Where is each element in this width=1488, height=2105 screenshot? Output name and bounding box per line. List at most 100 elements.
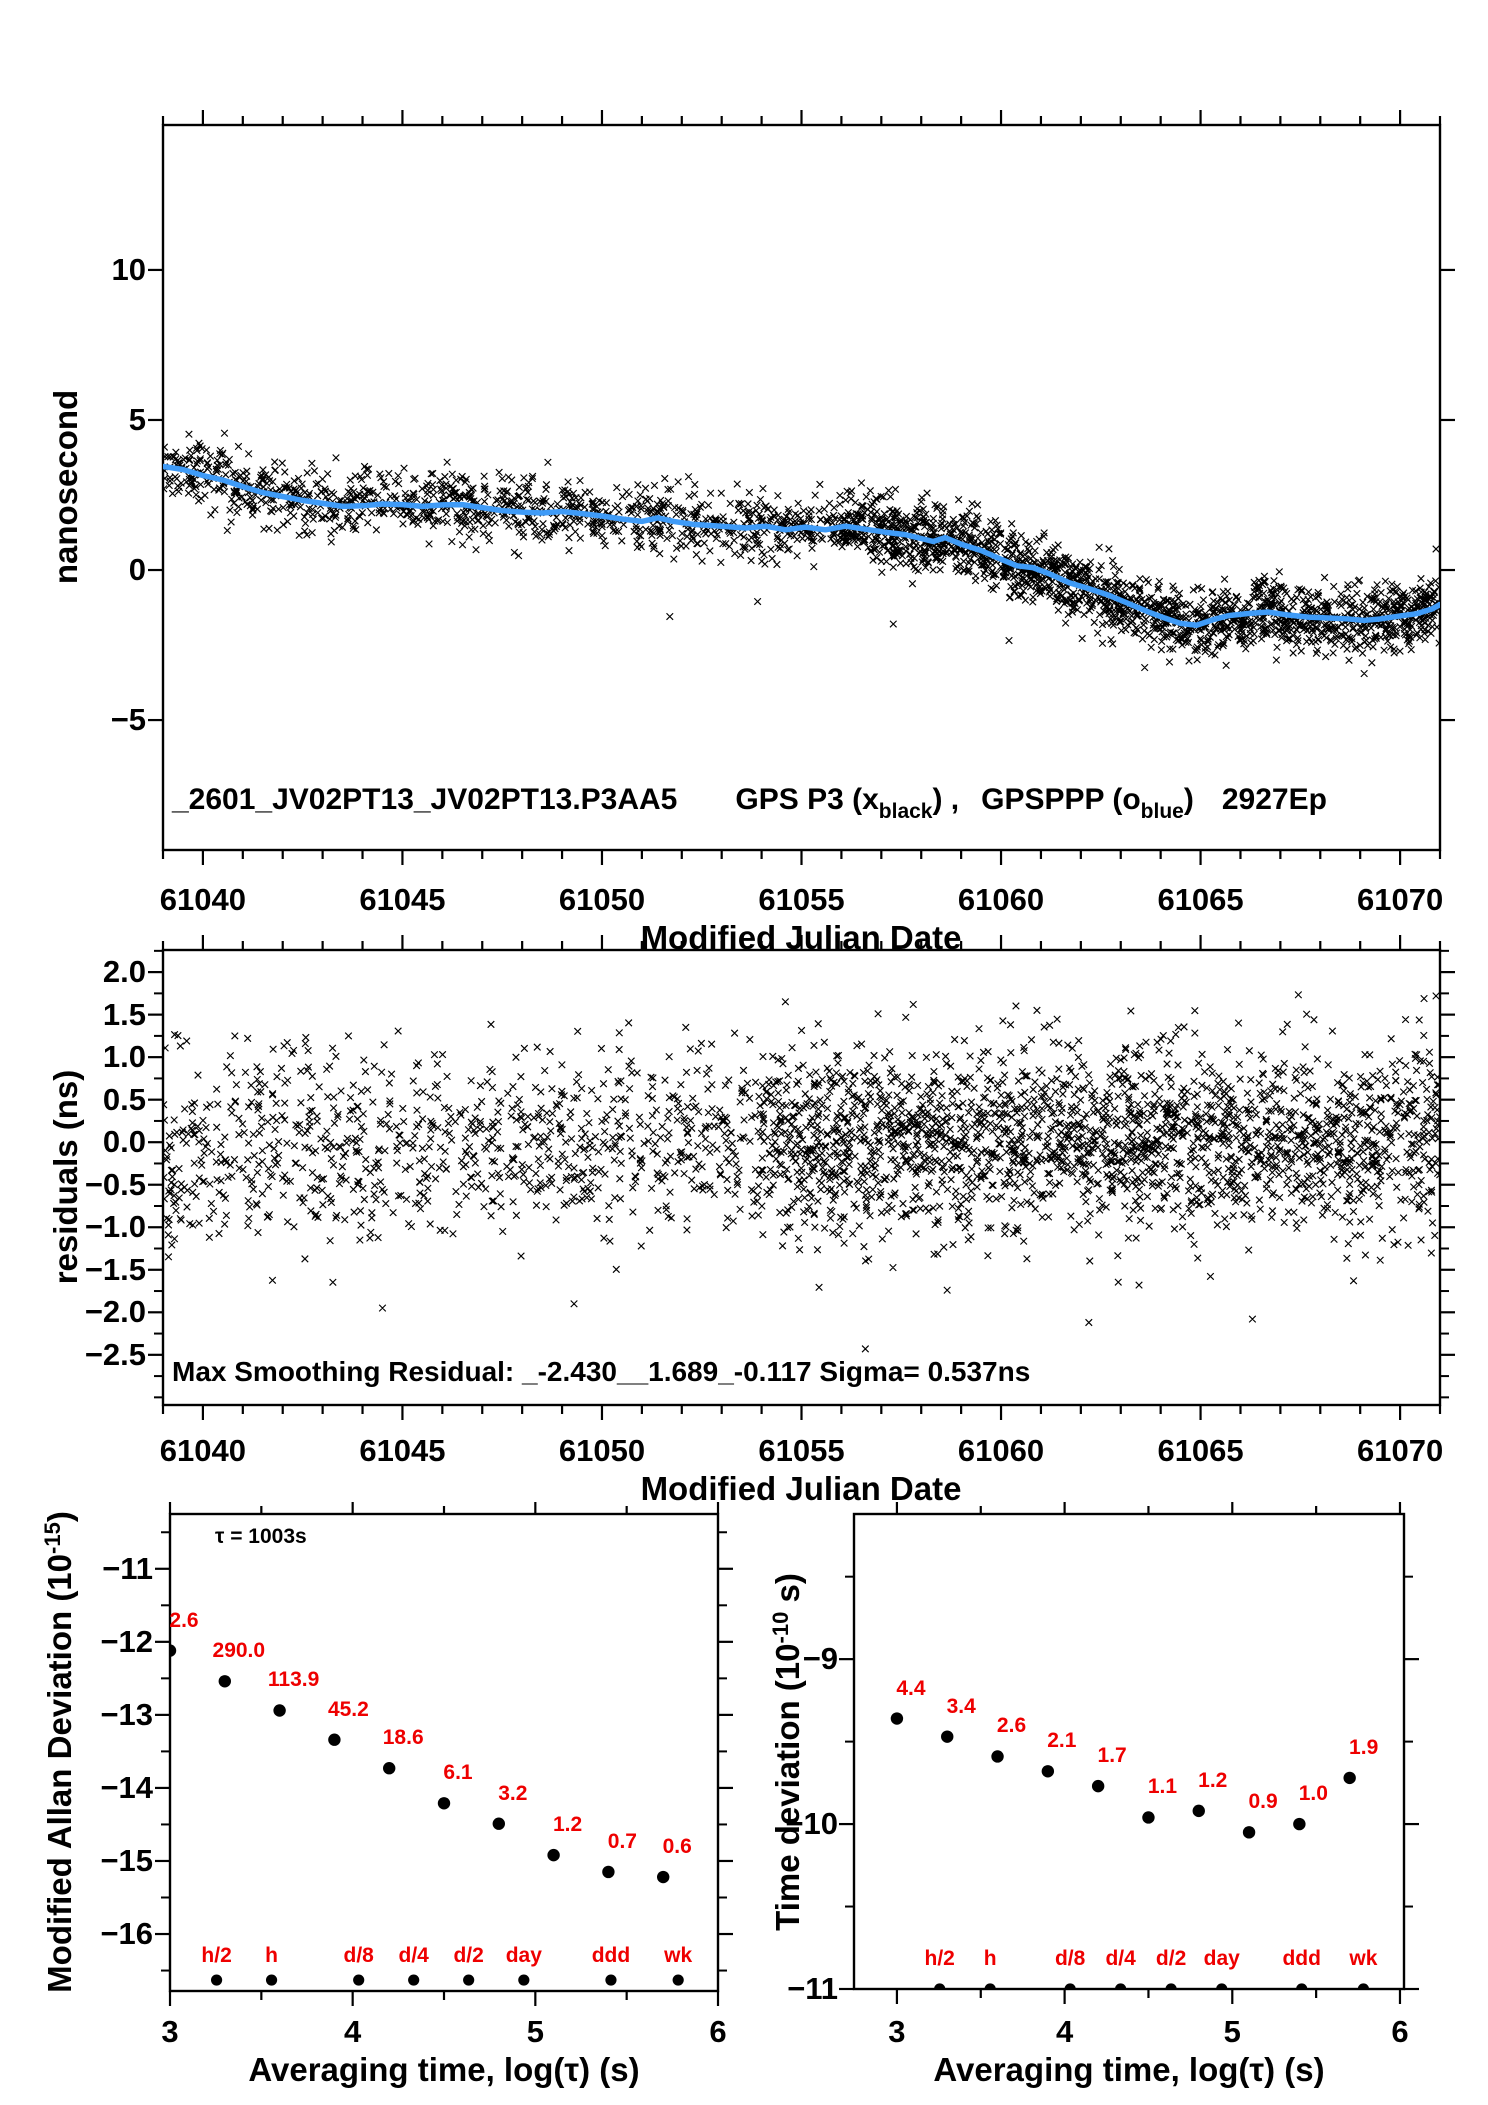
panel2-y-tick-label: −0.5 <box>84 1166 146 1202</box>
panel1-x-tick-label: 61065 <box>1157 882 1244 917</box>
panel3-y-title-exponent: -15 <box>40 1522 65 1554</box>
panel1-y-tick-label: 5 <box>128 401 146 437</box>
panel4-y-tick-label: −11 <box>787 1971 838 2006</box>
panel4-y-tick-label: −10 <box>785 1806 838 1842</box>
panel3-y-title-prefix: Modified Allan Deviation (10 <box>41 1553 78 1993</box>
caption-series2-close: ) <box>1183 783 1194 816</box>
panel4-tau-scale-label: wk <box>1349 1947 1378 1971</box>
panel4-point-value-label: 1.7 <box>1097 1744 1127 1768</box>
panel3-tau-scale-label: h/2 <box>201 1943 232 1967</box>
panel3-point-value-label: 0.7 <box>607 1829 637 1853</box>
panel3-x-axis-title: Averaging time, log(τ) (s) <box>248 2051 640 2088</box>
panel1-x-tick-label: 61055 <box>758 882 845 917</box>
panel4-point-value-label: 1.2 <box>1198 1768 1228 1792</box>
panel3-y-tick-label: −16 <box>100 1916 153 1952</box>
caption-series1-subscript: black <box>878 800 933 823</box>
panel3-tau-annotation: τ = 1003s <box>215 1525 307 1548</box>
panel3-y-tick-label: −14 <box>100 1769 153 1805</box>
panel4-tau-scale-label: d/8 <box>1054 1947 1086 1971</box>
panel3-tau-scale-label: wk <box>664 1943 693 1967</box>
panel3-point-value-label: 1.2 <box>552 1813 583 1837</box>
panel2-x-tick-label: 61055 <box>758 1433 845 1468</box>
panel4-point-value-label: 4.4 <box>896 1676 926 1700</box>
caption-epochs: 2927Ep <box>1221 783 1327 816</box>
panel3-point-value-label: 290.0 <box>212 1639 266 1663</box>
panel3-point-value-label: 18.6 <box>382 1726 424 1750</box>
caption-series2-subscript: blue <box>1140 800 1184 823</box>
panel4-x-tick-label: 3 <box>888 2014 906 2049</box>
caption-series1-prefix: GPS P3 (x <box>735 783 879 816</box>
panel4-tau-scale-label: d/2 <box>1155 1947 1187 1971</box>
panel1-y-tick-label: −5 <box>110 702 146 738</box>
caption-series1-mid: ) , <box>932 783 960 816</box>
panel4-y-title-prefix: Time deviation (10 <box>769 1643 806 1931</box>
panel3-y-tick-label: −11 <box>102 1550 153 1586</box>
panel3-tau-scale-label: ddd <box>591 1943 631 1967</box>
panel3-point-value-label: 0.6 <box>662 1835 692 1859</box>
panel4-tau-scale-label: d/4 <box>1105 1947 1136 1971</box>
panel2-y-tick-label: −1.5 <box>84 1251 146 1287</box>
panel2-x-tick-label: 61070 <box>1356 1433 1444 1468</box>
panel2-x-tick-label: 61040 <box>159 1433 247 1468</box>
panel4-tau-scale-label: h <box>983 1947 997 1971</box>
panel3-point-value-label: 3.2 <box>498 1781 528 1805</box>
panel2-y-tick-label: 0.5 <box>102 1081 146 1117</box>
panel2-y-tick-label: 0.0 <box>102 1124 146 1160</box>
panel3-point-value-label: 113.9 <box>267 1668 320 1692</box>
panel4-point-value-label: 1.9 <box>1349 1735 1379 1759</box>
panel3-x-tick-label: 6 <box>709 2014 727 2049</box>
panel3-point-value-label: 6.1 <box>443 1761 473 1785</box>
panel4-y-tick-label: −9 <box>802 1641 838 1677</box>
panel4-point-value-label: 2.1 <box>1047 1729 1077 1753</box>
panel4-tau-scale-label: day <box>1203 1947 1240 1971</box>
panel3-x-tick-label: 4 <box>344 2014 362 2049</box>
panel3-tau-scale-label: d/4 <box>398 1943 429 1967</box>
panel3-tau-scale-label: d/8 <box>343 1943 374 1967</box>
panel2-y-tick-label: 1.5 <box>102 996 146 1032</box>
panel3-point-value-label: 2.6 <box>169 1608 199 1632</box>
panel1-y-tick-label: 0 <box>128 552 146 588</box>
panel3-tau-scale-label: d/2 <box>453 1943 484 1967</box>
panel3-tau-scale-label: day <box>505 1943 542 1967</box>
panel2-x-tick-label: 61060 <box>957 1433 1045 1468</box>
panel2-x-tick-label: 61050 <box>558 1433 646 1468</box>
caption-series2-prefix: GPSPPP (o <box>981 783 1141 816</box>
panel1-y-axis-title: nanosecond <box>47 389 84 585</box>
panel1-x-tick-label: 61045 <box>359 882 446 917</box>
panel4-y-title-suffix: s) <box>769 1573 806 1612</box>
panel3-y-tick-label: −12 <box>100 1623 153 1659</box>
caption-dataset-id: _2601_JV02PT13_JV02PT13.P3AA5 <box>172 783 678 816</box>
panel4-x-tick-label: 4 <box>1055 2014 1074 2049</box>
panel1-x-tick-label: 61040 <box>159 882 247 917</box>
panel3-x-tick-label: 5 <box>526 2014 544 2049</box>
panel4-y-title-exponent: -10 <box>768 1611 793 1644</box>
panel1-x-axis-title: Modified Julian Date <box>640 919 962 956</box>
panel1-x-tick-label: 61070 <box>1356 882 1444 917</box>
panel2-x-axis-title: Modified Julian Date <box>640 1470 962 1507</box>
panel2-x-tick-label: 61045 <box>359 1433 446 1468</box>
panel3-y-axis-title: Modified Allan Deviation (10-15) <box>40 1511 79 1993</box>
panel2-y-tick-label: 2.0 <box>102 954 146 990</box>
panel4-y-axis-title: Time deviation (10-10 s) <box>768 1573 807 1931</box>
panel4-point-value-label: 1.0 <box>1298 1782 1328 1806</box>
panel4-x-tick-label: 6 <box>1391 2014 1409 2049</box>
panel3-point-value-label: 45.2 <box>327 1697 369 1721</box>
panel3-y-title-suffix: ) <box>41 1511 78 1523</box>
panel3-tau-scale-label: h <box>265 1943 278 1967</box>
panel2-y-tick-label: 1.0 <box>102 1039 146 1075</box>
panel4-point-value-label: 3.4 <box>946 1694 976 1718</box>
panel1-x-tick-label: 61050 <box>558 882 646 917</box>
panel1-x-tick-label: 61060 <box>957 882 1045 917</box>
panel4-x-tick-label: 5 <box>1223 2014 1241 2049</box>
panel4-point-value-label: 0.9 <box>1248 1790 1278 1814</box>
panel3-x-tick-label: 3 <box>161 2014 179 2049</box>
panel4-x-axis-title: Averaging time, log(τ) (s) <box>933 2051 1325 2088</box>
panel4-point-value-label: 1.1 <box>1147 1775 1178 1799</box>
panel1-y-tick-label: 10 <box>111 251 146 287</box>
panel2-y-axis-title: residuals (ns) <box>47 1069 84 1285</box>
panel2-annotation: Max Smoothing Residual: _-2.430__1.689_-… <box>172 1356 1031 1387</box>
panel2-y-tick-label: −2.5 <box>84 1336 146 1372</box>
panel2-y-tick-label: −2.0 <box>84 1294 146 1330</box>
panel4-tau-scale-label: ddd <box>1282 1947 1321 1971</box>
